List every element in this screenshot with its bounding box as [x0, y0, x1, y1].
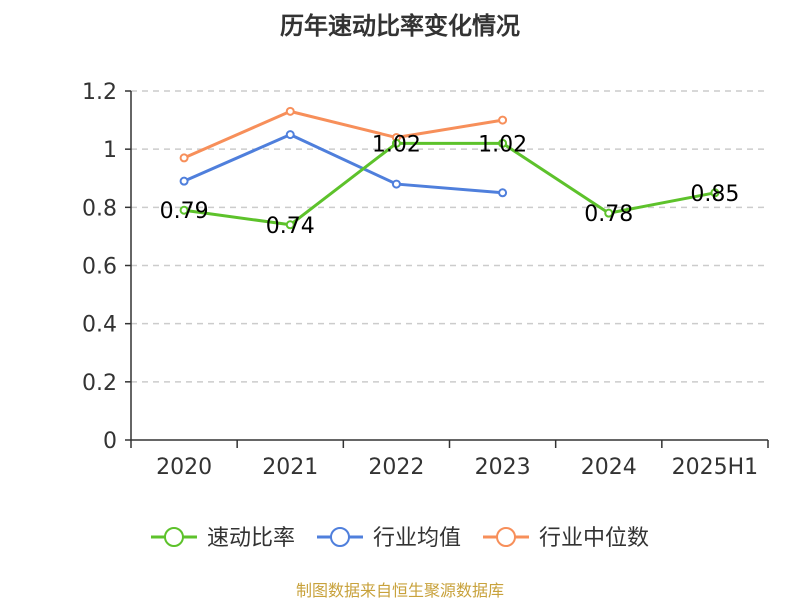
series-point[interactable]: [285, 220, 295, 230]
y-tick-label: 0.8: [82, 196, 117, 221]
legend-item[interactable]: 行业均值: [316, 526, 461, 551]
legend-label: 行业均值: [373, 526, 461, 551]
y-tick-label: 0: [103, 429, 117, 454]
y-tick-label: 1.2: [82, 80, 117, 105]
legend-swatch-marker: [163, 527, 184, 547]
legend[interactable]: 速动比率 行业均值 行业中位数: [150, 526, 649, 551]
data-label: 0.78: [584, 202, 633, 227]
axes: 0 0.2 0.4 0.6 0.8 1 1.2 2020 2021 2022 2023 2024 202…: [82, 80, 769, 480]
series-point[interactable]: [604, 208, 614, 218]
series-point[interactable]: [179, 205, 189, 215]
series-point[interactable]: [179, 153, 189, 163]
x-tick-label: 2022: [368, 455, 424, 480]
legend-item[interactable]: 速动比率: [150, 526, 295, 551]
data-labels: 0.79 0.74 1.02 1.02 0.78 0.85: [160, 132, 740, 238]
x-tick-label: 2025H1: [672, 455, 759, 480]
y-tick-label: 0.2: [82, 371, 117, 396]
x-tick-label: 2021: [262, 455, 318, 480]
series-point[interactable]: [391, 138, 401, 148]
data-label: 1.02: [478, 132, 527, 157]
series-point[interactable]: [285, 106, 295, 116]
series-point[interactable]: [498, 188, 508, 198]
series-point[interactable]: [498, 115, 508, 125]
source-note: 制图数据来自恒生聚源数据库: [296, 581, 504, 600]
y-tick-label: 0.4: [82, 313, 117, 338]
series-point[interactable]: [710, 188, 720, 198]
series-line: [183, 109, 503, 160]
legend-label: 速动比率: [207, 526, 295, 551]
x-tick-label: 2023: [475, 455, 531, 480]
series-line: [183, 133, 503, 195]
grid: [131, 90, 768, 383]
series-line: [183, 141, 716, 227]
x-tick-label: 2020: [156, 455, 212, 480]
legend-label: 行业中位数: [539, 526, 649, 551]
series-point[interactable]: [285, 130, 295, 140]
data-label: 0.79: [160, 199, 209, 224]
data-label: 1.02: [372, 132, 421, 157]
chart-title: 历年速动比率变化情况: [280, 12, 520, 40]
data-label: 0.85: [690, 182, 739, 207]
y-tick-label: 0.6: [82, 255, 117, 280]
legend-swatch-marker: [329, 527, 350, 547]
series-point[interactable]: [391, 179, 401, 189]
data-label: 0.74: [266, 214, 315, 239]
y-tick-label: 1: [103, 138, 117, 163]
x-tick-label: 2024: [581, 455, 637, 480]
series-point[interactable]: [179, 176, 189, 186]
legend-item[interactable]: 行业中位数: [483, 526, 649, 551]
series-point[interactable]: [498, 138, 508, 148]
series-layer: [179, 106, 720, 230]
legend-swatch-marker: [496, 527, 517, 547]
